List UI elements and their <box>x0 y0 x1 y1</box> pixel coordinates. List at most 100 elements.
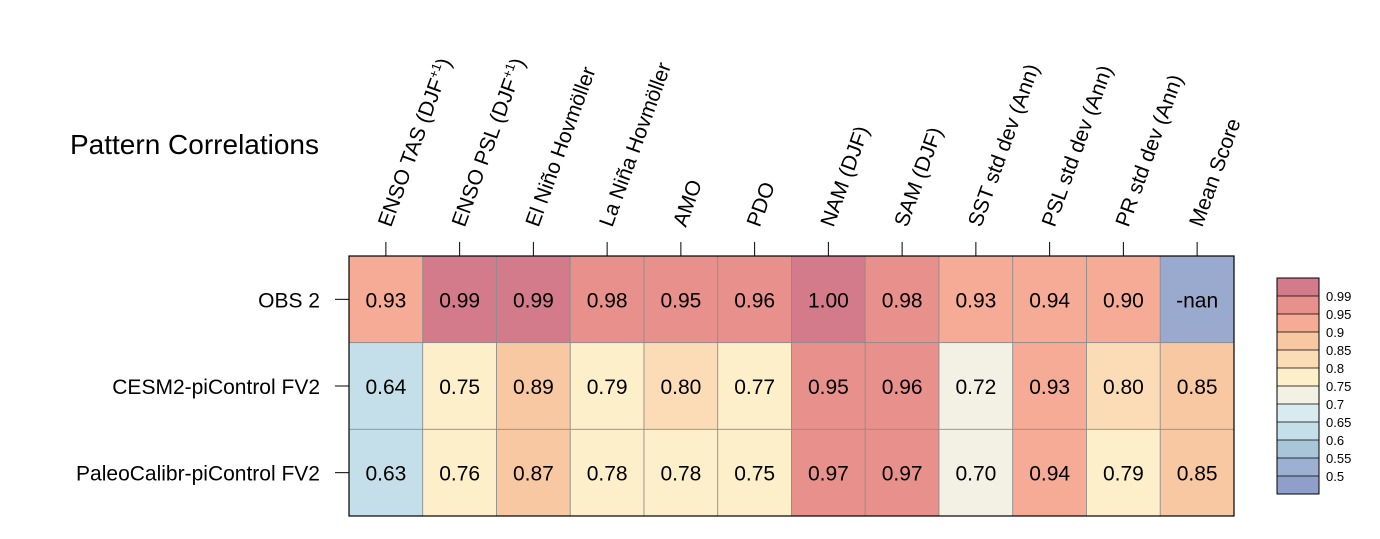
colorbar-label: 0.85 <box>1326 343 1351 358</box>
cell-value-label: 0.77 <box>734 376 775 399</box>
column-label-text: PR std dev (Ann) <box>1111 72 1187 230</box>
cell-value-label: 0.93 <box>955 289 996 312</box>
heatmap-cell <box>864 255 940 344</box>
colorbar-label: 0.7 <box>1326 397 1344 412</box>
column-label: ENSO TAS (DJF+1) <box>372 54 456 229</box>
cell-value-label: 0.93 <box>1029 376 1070 399</box>
cell-value-label: 0.87 <box>513 463 554 486</box>
column-label-text: SAM (DJF) <box>890 124 947 229</box>
colorbar-swatch <box>1277 314 1319 332</box>
column-label-text: El Niño Hovmöller <box>521 64 600 230</box>
colorbar-label: 0.99 <box>1326 289 1351 304</box>
cell-value-label: 0.95 <box>660 289 701 312</box>
cell-value-label: 0.94 <box>1029 463 1070 486</box>
heatmap-cell <box>791 255 866 344</box>
column-label: PSL std dev (Ann) <box>1038 62 1118 229</box>
colorbar-label: 0.55 <box>1326 451 1351 466</box>
column-label: Mean Score <box>1185 115 1245 229</box>
cell-value-label: 0.93 <box>365 289 406 312</box>
heatmap-cell <box>1012 428 1087 517</box>
colorbar-label: 0.5 <box>1326 469 1344 484</box>
heatmap-cell <box>717 342 792 430</box>
heatmap-cell <box>1159 255 1235 344</box>
colorbar-swatch <box>1277 440 1319 458</box>
column-label-text: SST std dev (Ann) <box>964 61 1044 230</box>
cell-value-label: 0.79 <box>1103 463 1144 486</box>
colorbar-label: 0.75 <box>1326 379 1351 394</box>
cell-value-label: 0.75 <box>439 376 480 399</box>
cell-value-label: 0.63 <box>365 463 406 486</box>
colorbar-swatch <box>1277 476 1319 494</box>
column-label: AMO <box>669 177 707 230</box>
colorbar-label: 0.9 <box>1326 325 1344 340</box>
column-label-text: La Niña Hovmöller <box>595 60 676 230</box>
cell-value-label: 0.78 <box>587 463 628 486</box>
colorbar-swatch <box>1277 350 1319 368</box>
colorbar-swatch <box>1277 458 1319 476</box>
column-label-text: PDO <box>743 179 780 230</box>
cell-value-label: 0.78 <box>660 463 701 486</box>
heatmap-cell <box>569 342 645 430</box>
cell-value-label: 0.97 <box>808 463 849 486</box>
column-label-text: PSL std dev (Ann) <box>1038 62 1118 229</box>
column-label: PDO <box>743 179 780 230</box>
heatmap-cell <box>864 342 940 430</box>
column-label-text: AMO <box>669 177 707 230</box>
cell-value-label: 0.90 <box>1103 289 1144 312</box>
colorbar: 0.99 0.95 0.9 0.85 0.8 0.75 0.7 0.65 0.6 0.55 0.5 <box>1276 277 1351 495</box>
cell-value-label: 0.98 <box>587 289 628 312</box>
heatmap-cell <box>643 255 719 344</box>
colorbar-label: 0.95 <box>1326 307 1351 322</box>
heatmap-cell <box>1159 342 1235 430</box>
heatmap-cell <box>496 342 571 430</box>
heatmap-cells: 0.93 0.99 0.99 0.98 0.95 0.96 1.00 0.98 0.93 0.94… <box>348 255 1235 517</box>
colorbar-swatch <box>1277 368 1319 386</box>
row-labels: OBS 2 CESM2-piControl FV2 PaleoCalibr-piCo… <box>76 289 349 486</box>
cell-value-label: 0.85 <box>1177 376 1218 399</box>
heatmap-cell <box>1086 428 1161 517</box>
colorbar-label: 0.65 <box>1326 415 1351 430</box>
row-label: OBS 2 <box>258 289 320 312</box>
cell-value-label: 0.64 <box>365 376 406 399</box>
column-label-text: ENSO PSL (DJF <box>448 76 523 230</box>
cell-value-label: 0.70 <box>955 463 996 486</box>
colorbar-swatch <box>1277 422 1319 440</box>
colorbar-label: 0.6 <box>1326 433 1344 448</box>
heatmap-cell <box>1012 342 1087 430</box>
cell-value-label: -nan <box>1176 289 1218 312</box>
heatmap-border <box>348 255 1235 517</box>
colorbar-swatch <box>1277 404 1319 422</box>
cell-value-label: 0.96 <box>734 289 775 312</box>
chart-title: Pattern Correlations <box>70 129 319 160</box>
cell-value-label: 0.80 <box>1103 376 1144 399</box>
heatmap-cell <box>643 342 719 430</box>
column-labels: ENSO TAS (DJF+1)ENSO PSL (DJF+1)El Niño … <box>372 54 1246 256</box>
cell-value-label: 0.79 <box>587 376 628 399</box>
colorbar-swatch <box>1277 386 1319 404</box>
colorbar-swatch <box>1277 278 1319 296</box>
column-label-superscript: +1 <box>499 61 518 80</box>
cell-value-label: 0.99 <box>513 289 554 312</box>
column-label: SST std dev (Ann) <box>964 61 1044 230</box>
cell-value-label: 0.95 <box>808 376 849 399</box>
column-label: ENSO PSL (DJF+1) <box>446 54 530 229</box>
heatmap-cell <box>938 428 1014 517</box>
heatmap-cell <box>422 342 497 430</box>
cell-value-label: 0.89 <box>513 376 554 399</box>
column-label: La Niña Hovmöller <box>595 60 676 230</box>
column-label: NAM (DJF) <box>816 123 874 230</box>
cell-value-label: 0.96 <box>882 376 923 399</box>
cell-value-label: 0.85 <box>1177 463 1218 486</box>
cell-value-label: 0.76 <box>439 463 480 486</box>
colorbar-swatch <box>1277 296 1319 314</box>
colorbar-label: 0.8 <box>1326 361 1344 376</box>
heatmap-cell <box>1086 342 1161 430</box>
cell-value-label: 0.99 <box>439 289 480 312</box>
cell-value-label: 0.80 <box>660 376 701 399</box>
row-label: CESM2-piControl FV2 <box>112 376 320 399</box>
row-label: PaleoCalibr-piControl FV2 <box>76 463 320 486</box>
column-label-text: Mean Score <box>1185 115 1245 229</box>
heatmap-cell <box>422 428 497 517</box>
heatmap-cell <box>496 255 571 344</box>
